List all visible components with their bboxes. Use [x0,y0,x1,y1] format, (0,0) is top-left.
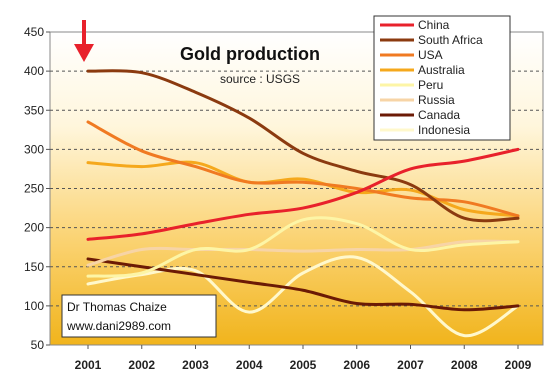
x-axis: 2001 2002 2003 2004 2005 2006 2007 2008 2009 [75,345,532,372]
y-axis: 50 100 150 200 250 300 350 400 450 [24,25,50,352]
legend-label-south-africa: South Africa [418,33,483,47]
x-tick-label: 2004 [236,358,263,372]
x-tick-label: 2005 [290,358,317,372]
series-line-china [86,147,520,241]
legend-label-australia: Australia [418,63,465,77]
series-line-russia [86,239,520,267]
legend-label-china: China [418,18,450,32]
y-tick-label: 250 [24,182,44,196]
y-tick-label: 400 [24,64,44,78]
x-tick-label: 2001 [75,358,102,372]
legend-label-peru: Peru [418,78,443,92]
y-tick-label: 450 [24,25,44,39]
series-line-canada [86,257,520,312]
legend-label-indonesia: Indonesia [418,123,470,137]
chart-subtitle: source : USGS [220,72,300,86]
series-line-peru [86,216,520,278]
y-tick-label: 300 [24,142,44,156]
x-tick-label: 2002 [128,358,155,372]
down-arrow-icon [74,20,94,62]
x-tick-label: 2003 [182,358,209,372]
series-line-usa [86,120,520,218]
y-tick-label: 350 [24,103,44,117]
y-tick-label: 150 [24,260,44,274]
x-tick-label: 2007 [397,358,424,372]
chart-title: Gold production [180,44,320,64]
series-lines [86,69,520,338]
legend-label-canada: Canada [418,108,460,122]
series-line-south-africa [86,69,520,223]
y-tick-label: 200 [24,221,44,235]
x-tick-label: 2008 [451,358,478,372]
y-tick-label: 100 [24,299,44,313]
series-line-australia [86,160,520,218]
credit-website: www.dani2989.com [66,319,171,333]
credit-author: Dr Thomas Chaize [67,300,167,314]
x-tick-label: 2009 [505,358,532,372]
y-tick-label: 50 [31,338,45,352]
legend-label-usa: USA [418,48,443,62]
credit-box: Dr Thomas Chaize www.dani2989.com [61,294,217,338]
legend-label-russia: Russia [418,93,455,107]
x-tick-label: 2006 [343,358,370,372]
